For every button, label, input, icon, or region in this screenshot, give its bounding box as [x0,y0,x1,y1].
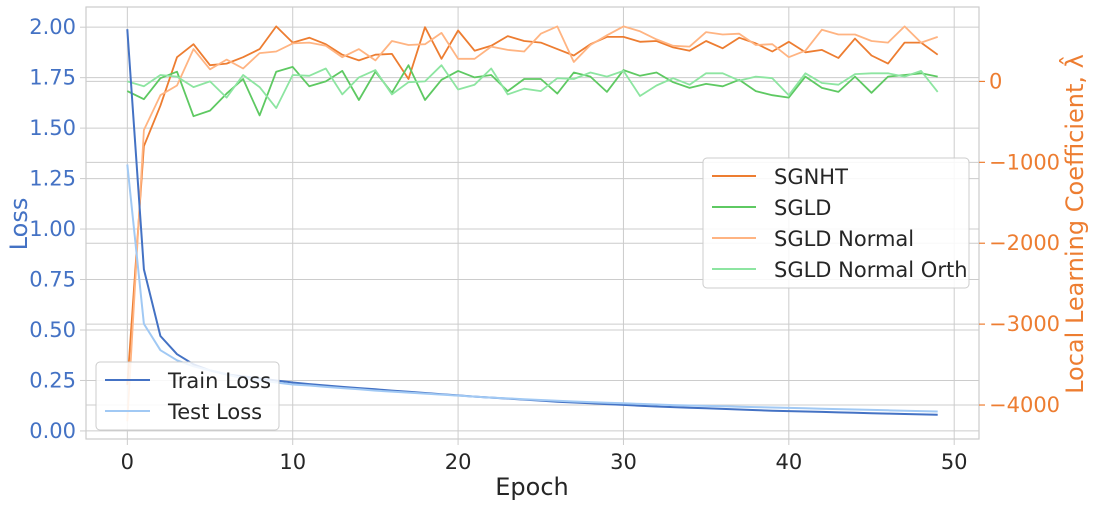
x-tick-label: 0 [121,450,134,474]
y-left-tick-label: 1.50 [29,116,76,140]
y-right-tick-label: −4000 [989,393,1060,417]
y-right-axis-title: Local Learning Coefficient, λ̂ [1059,54,1089,394]
right-axis-ticks: 0 −1000 −2000 −3000 −4000 [979,69,1060,417]
y-right-tick-label: −2000 [989,231,1060,255]
x-axis-title: Epoch [495,473,569,501]
legend-label-sgld: SGLD [774,196,831,220]
y-right-tick-label: 0 [989,69,1002,93]
y-right-tick-label: −1000 [989,150,1060,174]
x-tick-label: 40 [775,450,802,474]
y-left-tick-label: 0.50 [29,318,76,342]
left-axis-ticks: 0.00 0.25 0.50 0.75 1.00 1.25 1.50 1.75 2.00 [29,15,86,443]
y-left-axis-title: Loss [5,198,33,251]
legend-label-test-loss: Test Loss [167,400,262,424]
series-line-sgld-normal-orth [127,64,939,109]
right-legend: SGNHT SGLD SGLD Normal SGLD Normal Orth [702,157,970,289]
series-line-sgld [126,64,938,118]
y-left-tick-label: 0.25 [29,368,76,392]
x-tick-label: 30 [610,450,637,474]
legend-label-train-loss: Train Loss [167,369,271,393]
legend-label-sgld-normal-orth: SGLD Normal Orth [774,258,968,282]
legend-label-sgld-normal: SGLD Normal [774,227,914,251]
x-tick-label: 20 [445,450,472,474]
x-tick-label: 50 [941,450,968,474]
series-line-sgld-normal [126,25,938,422]
y-right-tick-label: −3000 [989,312,1060,336]
y-left-tick-label: 0.75 [29,268,76,292]
x-axis-ticks: 0 10 20 30 40 50 [121,439,968,474]
legend-label-sgnht: SGNHT [774,165,848,189]
y-left-tick-label: 0.00 [29,419,76,443]
right-legend-box [702,157,970,289]
right-axis-series [126,25,939,422]
y-left-tick-label: 2.00 [29,15,76,39]
y-left-tick-label: 1.00 [29,217,76,241]
x-tick-label: 10 [279,450,306,474]
y-left-tick-label: 1.75 [29,66,76,90]
left-legend: Train Loss Test Loss [95,361,280,431]
y-left-tick-label: 1.25 [29,167,76,191]
